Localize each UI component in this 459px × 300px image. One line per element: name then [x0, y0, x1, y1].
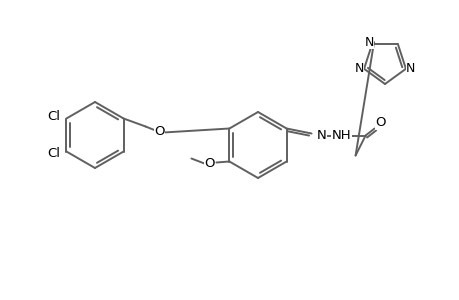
Text: N: N	[316, 129, 326, 142]
Text: O: O	[375, 116, 385, 129]
Text: N: N	[364, 36, 373, 49]
Text: N: N	[353, 62, 363, 75]
Text: Cl: Cl	[47, 110, 60, 123]
Text: O: O	[204, 157, 214, 170]
Text: O: O	[154, 125, 164, 138]
Text: NH: NH	[331, 129, 351, 142]
Text: Cl: Cl	[47, 147, 60, 160]
Text: N: N	[405, 62, 415, 75]
